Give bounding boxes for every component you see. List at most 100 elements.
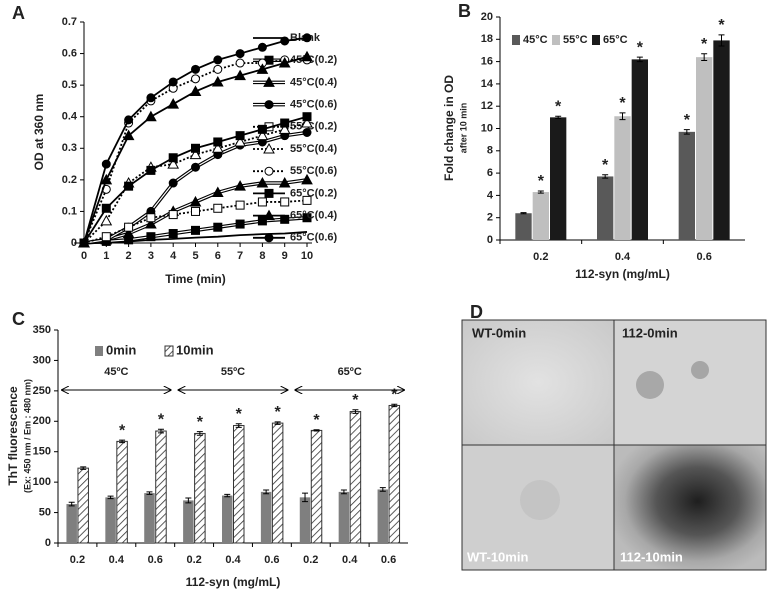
marker xyxy=(280,118,290,128)
particle xyxy=(636,371,664,399)
x-tick-label: 0.2 xyxy=(186,554,201,566)
image-label: WT-0min xyxy=(472,325,526,340)
marker xyxy=(191,143,200,153)
legend-label: 45°C(0.4) xyxy=(290,76,338,88)
error-bar xyxy=(391,403,398,408)
x-tick-label: 0.2 xyxy=(303,554,318,566)
marker xyxy=(278,123,291,134)
x-axis-label: 112-syn (mg/mL) xyxy=(575,267,670,281)
particle xyxy=(691,361,709,379)
bar xyxy=(631,59,648,241)
x-axis-label: 112-syn (mg/mL) xyxy=(186,575,281,589)
marker xyxy=(301,173,313,185)
legend-label: 65°C(0.2) xyxy=(290,187,338,199)
bar xyxy=(310,429,323,544)
y-tick-label: 150 xyxy=(33,446,51,458)
micrograph xyxy=(614,445,766,570)
image-label: 112-0min xyxy=(622,325,678,340)
image-label: WT-10min xyxy=(467,549,528,564)
group-label: 65ºC xyxy=(338,366,362,378)
legend-label: 55°C(0.6) xyxy=(290,165,338,177)
y-tick-label: 8 xyxy=(487,145,493,157)
x-tick-label: 2 xyxy=(126,250,132,262)
x-tick-label: 0 xyxy=(81,250,87,262)
group-label: 55ºC xyxy=(221,366,245,378)
marker xyxy=(213,55,223,65)
marker xyxy=(211,186,224,197)
y-tick-label: 0 xyxy=(71,237,77,249)
significance: * xyxy=(555,98,562,115)
significance: * xyxy=(637,39,644,56)
panel-label: C xyxy=(12,309,25,329)
significance: * xyxy=(352,392,359,409)
marker xyxy=(278,176,291,188)
significance: * xyxy=(275,404,282,421)
marker xyxy=(145,218,157,229)
marker xyxy=(168,229,178,239)
significance: * xyxy=(538,173,545,190)
legend-label: 45°C(0.6) xyxy=(290,99,338,111)
marker xyxy=(191,74,200,84)
legend-label: 45°C(0.2) xyxy=(290,54,338,66)
y-tick-label: 12 xyxy=(481,100,493,112)
marker xyxy=(213,203,223,213)
legend-swatch xyxy=(592,35,600,45)
legend-label: 55°C(0.2) xyxy=(290,121,338,133)
error-bar xyxy=(701,53,708,61)
bar xyxy=(299,497,311,543)
marker xyxy=(257,197,267,207)
significance: * xyxy=(236,406,243,423)
marker xyxy=(168,210,178,220)
marker xyxy=(280,36,290,46)
significance: * xyxy=(602,157,609,174)
marker xyxy=(257,42,267,52)
y-tick-label: 20 xyxy=(481,11,493,23)
marker xyxy=(100,173,113,185)
error-bar xyxy=(274,421,281,425)
bar xyxy=(233,425,245,544)
marker xyxy=(145,110,157,122)
marker xyxy=(146,213,156,223)
marker xyxy=(213,222,223,232)
legend-swatch xyxy=(95,346,103,356)
marker xyxy=(302,112,312,122)
x-tick-label: 1 xyxy=(103,250,109,262)
marker xyxy=(264,100,274,110)
bar xyxy=(116,440,128,544)
bar xyxy=(222,495,233,543)
error-bar xyxy=(185,497,192,504)
y-tick-label: 0.6 xyxy=(62,47,77,59)
error-bar xyxy=(619,112,626,121)
error-bar xyxy=(340,489,347,495)
bar xyxy=(66,504,77,543)
y-tick-label: 6 xyxy=(487,167,493,179)
y-tick-label: 100 xyxy=(33,476,51,488)
marker xyxy=(146,232,156,242)
legend-label: 65°C(0.4) xyxy=(290,210,338,222)
legend-swatch xyxy=(552,35,560,45)
x-tick-label: 0.4 xyxy=(225,554,241,566)
marker xyxy=(235,200,245,210)
marker xyxy=(256,129,269,141)
significance: * xyxy=(313,412,320,429)
x-tick-label: 8 xyxy=(259,250,265,262)
y-axis-label: (Ex: 450 nm / Em : 480 nm) xyxy=(22,379,32,493)
bar xyxy=(678,131,695,240)
bar xyxy=(532,192,549,240)
marker xyxy=(189,195,202,207)
error-bar xyxy=(119,439,126,444)
significance: * xyxy=(197,414,204,431)
x-tick-label: 9 xyxy=(282,250,288,262)
marker xyxy=(101,232,111,242)
marker xyxy=(263,76,275,87)
y-tick-label: 2 xyxy=(487,212,493,224)
y-tick-label: 0 xyxy=(487,234,493,246)
y-tick-label: 10 xyxy=(481,122,493,134)
y-tick-label: 4 xyxy=(487,189,494,201)
marker xyxy=(263,209,275,221)
marker xyxy=(302,213,312,223)
y-tick-label: 0.4 xyxy=(62,111,78,123)
bar xyxy=(105,497,116,543)
y-tick-label: 50 xyxy=(39,506,51,518)
error-bar xyxy=(224,493,231,498)
